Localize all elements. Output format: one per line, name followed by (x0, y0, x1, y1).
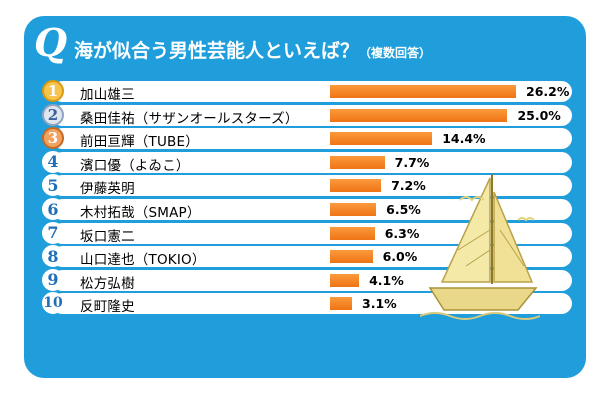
rank-badge: 2 (42, 103, 64, 126)
rank-badge: 5 (42, 174, 64, 197)
ranking-value-label: 26.2% (526, 84, 570, 99)
ranking-name: 濱口優（よゐこ） (80, 157, 190, 174)
ranking-bar (330, 132, 433, 146)
sailboat-illustration (420, 174, 540, 320)
ranking-name: 坂口憲二 (80, 228, 135, 245)
rank-badge: 9 (42, 268, 64, 291)
ranking-name: 伊藤英明 (80, 181, 135, 198)
rank-badge: 7 (42, 221, 64, 244)
ranking-value-label: 4.1% (369, 272, 404, 288)
ranking-name: 反町隆史 (80, 299, 135, 316)
ranking-name: 松方弘樹 (80, 275, 135, 292)
ranking-value-label: 3.1% (362, 296, 397, 312)
ranking-bar (330, 203, 377, 216)
chart-title: 海が似合う男性芸能人といえば？（複数回答） (74, 36, 431, 63)
ranking-row (52, 246, 572, 268)
ranking-bar (330, 85, 516, 98)
rank-badge: 10 (42, 292, 64, 315)
chart-title-main: 海が似合う男性芸能人といえば？ (74, 40, 360, 62)
ranking-row (52, 222, 572, 244)
ranking-name: 木村拓哉（SMAP） (80, 205, 201, 221)
ranking-bar (330, 108, 508, 122)
ranking-row (52, 128, 572, 150)
ranking-name: 前田亘輝（TUBE） (80, 134, 199, 151)
rank-badge: 1 (42, 80, 64, 102)
ranking-bar (330, 273, 360, 287)
ranking-value-label: 6.0% (382, 249, 418, 265)
ranking-row (52, 199, 572, 220)
ranking-row (52, 151, 572, 173)
ranking-bar (330, 155, 385, 169)
ranking-value-label: 14.4% (442, 131, 486, 147)
chart-title-note: （複数回答） (359, 46, 432, 60)
ranking-row (52, 269, 572, 291)
rank-badge: 8 (42, 245, 64, 268)
ranking-name: 桑田佳祐（サザンオールスターズ） (80, 110, 299, 127)
ranking-bar (330, 297, 352, 311)
rank-badge: 6 (42, 198, 64, 220)
ranking-value-label: 6.3% (384, 225, 420, 241)
ranking-name: 加山雄三 (80, 87, 135, 103)
rank-badge: 4 (42, 150, 64, 173)
ranking-name: 山口達也（TOKIO） (80, 252, 206, 269)
ranking-value-label: 7.2% (391, 178, 426, 194)
q-mark: Q (34, 20, 68, 65)
rank-badge: 3 (42, 127, 64, 150)
ranking-row (52, 175, 572, 197)
ranking-bar (330, 179, 382, 193)
ranking-bar (330, 250, 373, 264)
ranking-value-label: 25.0% (517, 107, 561, 123)
ranking-bar (330, 226, 375, 240)
ranking-value-label: 7.7% (394, 154, 430, 170)
ranking-value-label: 6.5% (386, 202, 421, 217)
